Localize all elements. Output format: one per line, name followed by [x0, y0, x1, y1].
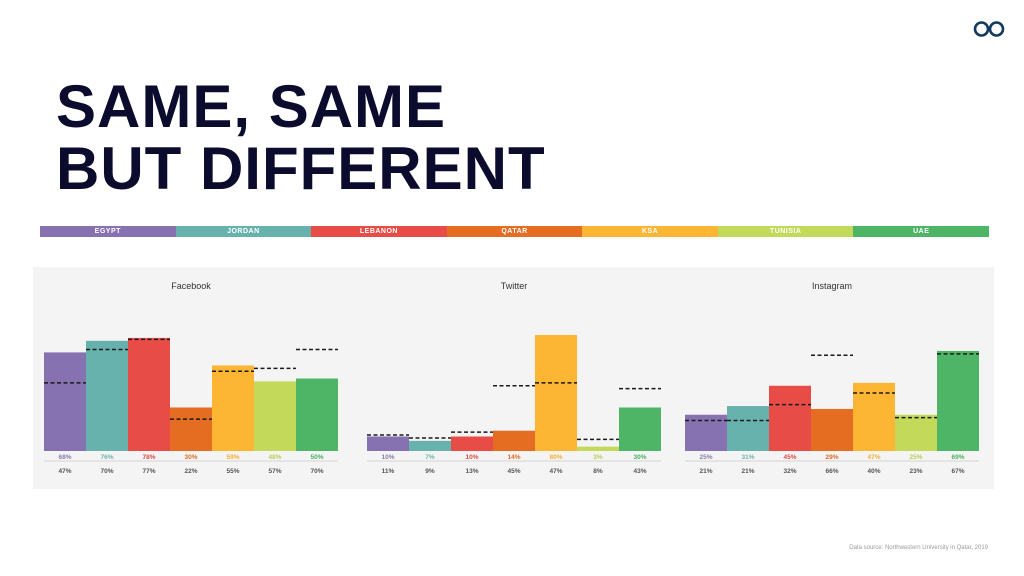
legend-label: UAE [913, 228, 930, 235]
bar-jordan [727, 406, 769, 451]
chart-title: Twitter [501, 281, 528, 291]
benchmark-label: 47% [549, 468, 562, 475]
bar-egypt [367, 436, 409, 451]
value-label: 30% [184, 454, 197, 461]
chart-twitter: Twitter 10% 7% 10% 14% 80% 3% 30% 11% 9% 13% 45% 47%… [367, 281, 661, 475]
legend-label: KSA [641, 228, 659, 235]
bar-lebanon [128, 337, 170, 451]
value-label: 3% [593, 454, 603, 461]
benchmark-label: 66% [825, 468, 838, 475]
benchmark-label: 21% [741, 468, 754, 475]
benchmark-label: 70% [100, 468, 113, 475]
legend-item-egypt: EGYPT [40, 226, 176, 237]
legend-label: QATAR [501, 228, 528, 235]
bar-uae [296, 378, 338, 451]
legend-item-jordan: JORDAN [175, 226, 312, 237]
value-label: 68% [58, 454, 71, 461]
value-label: 45% [783, 454, 796, 461]
bar-qatar [493, 430, 535, 451]
legend-item-lebanon: LEBANON [311, 226, 447, 237]
bar-ksa [535, 335, 577, 451]
legend-label: EGYPT [94, 228, 121, 235]
value-label: 25% [699, 454, 712, 461]
bar-tunisia [577, 446, 619, 451]
benchmark-label: 32% [783, 468, 796, 475]
chart-panel [33, 267, 994, 489]
benchmark-label: 55% [226, 468, 239, 475]
benchmark-label: 47% [58, 468, 71, 475]
bar-ksa [212, 365, 254, 451]
value-label: 78% [142, 454, 155, 461]
chart-facebook: Facebook 68% 76% 78% 30% 59% 48% 50% 47% 70% 77% 22… [44, 281, 338, 475]
legend-item-ksa: KSA [582, 226, 718, 237]
bar-uae [619, 407, 661, 451]
bar-tunisia [895, 414, 937, 451]
page-title-line-2: BUT DIFFERENT [56, 135, 546, 202]
benchmark-label: 22% [184, 468, 197, 475]
legend-label: TUNISIA [769, 228, 802, 235]
bar-lebanon [451, 436, 493, 451]
value-label: 76% [100, 454, 113, 461]
value-label: 80% [549, 454, 562, 461]
benchmark-label: 70% [310, 468, 323, 475]
bar-qatar [811, 408, 853, 451]
value-label: 31% [741, 454, 754, 461]
benchmark-label: 43% [633, 468, 646, 475]
benchmark-label: 67% [951, 468, 964, 475]
legend-label: JORDAN [227, 228, 260, 235]
benchmark-label: 8% [593, 468, 603, 475]
bar-jordan [409, 440, 451, 451]
legend-item-qatar: QATAR [446, 226, 583, 237]
value-label: 30% [633, 454, 646, 461]
legend-label: LEBANON [359, 228, 398, 235]
bar-uae [937, 350, 979, 451]
benchmark-label: 13% [465, 468, 478, 475]
value-label: 7% [425, 454, 435, 461]
value-label: 50% [310, 454, 323, 461]
value-label: 29% [825, 454, 838, 461]
bar-ksa [853, 382, 895, 451]
benchmark-label: 9% [425, 468, 435, 475]
country-legend: EGYPT JORDAN LEBANON QATAR KSA TUNISIA U… [40, 226, 990, 237]
legend-item-tunisia: TUNISIA [717, 226, 854, 237]
page-title: SAME, SAME BUT DIFFERENT [56, 76, 546, 200]
page-title-line-1: SAME, SAME [56, 73, 447, 140]
chart-instagram: Instagram 25% 31% 45% 29% 47% 25% 69% 21% 21% 32% 6… [685, 281, 979, 475]
chart-title: Instagram [812, 281, 852, 291]
bar-egypt [44, 352, 86, 451]
value-label: 48% [268, 454, 281, 461]
value-label: 69% [951, 454, 964, 461]
benchmark-label: 45% [507, 468, 520, 475]
value-label: 47% [867, 454, 880, 461]
value-label: 10% [465, 454, 478, 461]
benchmark-label: 23% [909, 468, 922, 475]
benchmark-label: 77% [142, 468, 155, 475]
value-label: 59% [226, 454, 239, 461]
benchmark-label: 40% [867, 468, 880, 475]
infinity-logo-icon [973, 21, 1005, 37]
bar-tunisia [254, 381, 296, 451]
bar-lebanon [769, 385, 811, 451]
benchmark-label: 21% [699, 468, 712, 475]
benchmark-label: 57% [268, 468, 281, 475]
bar-jordan [86, 340, 128, 451]
data-source-note: Data source: Northwestern University in … [849, 545, 988, 551]
benchmark-label: 11% [382, 468, 395, 475]
value-label: 25% [909, 454, 922, 461]
value-label: 14% [507, 454, 520, 461]
chart-title: Facebook [171, 281, 211, 291]
value-label: 10% [381, 454, 394, 461]
legend-item-uae: UAE [853, 226, 990, 237]
bar-qatar [170, 407, 212, 451]
